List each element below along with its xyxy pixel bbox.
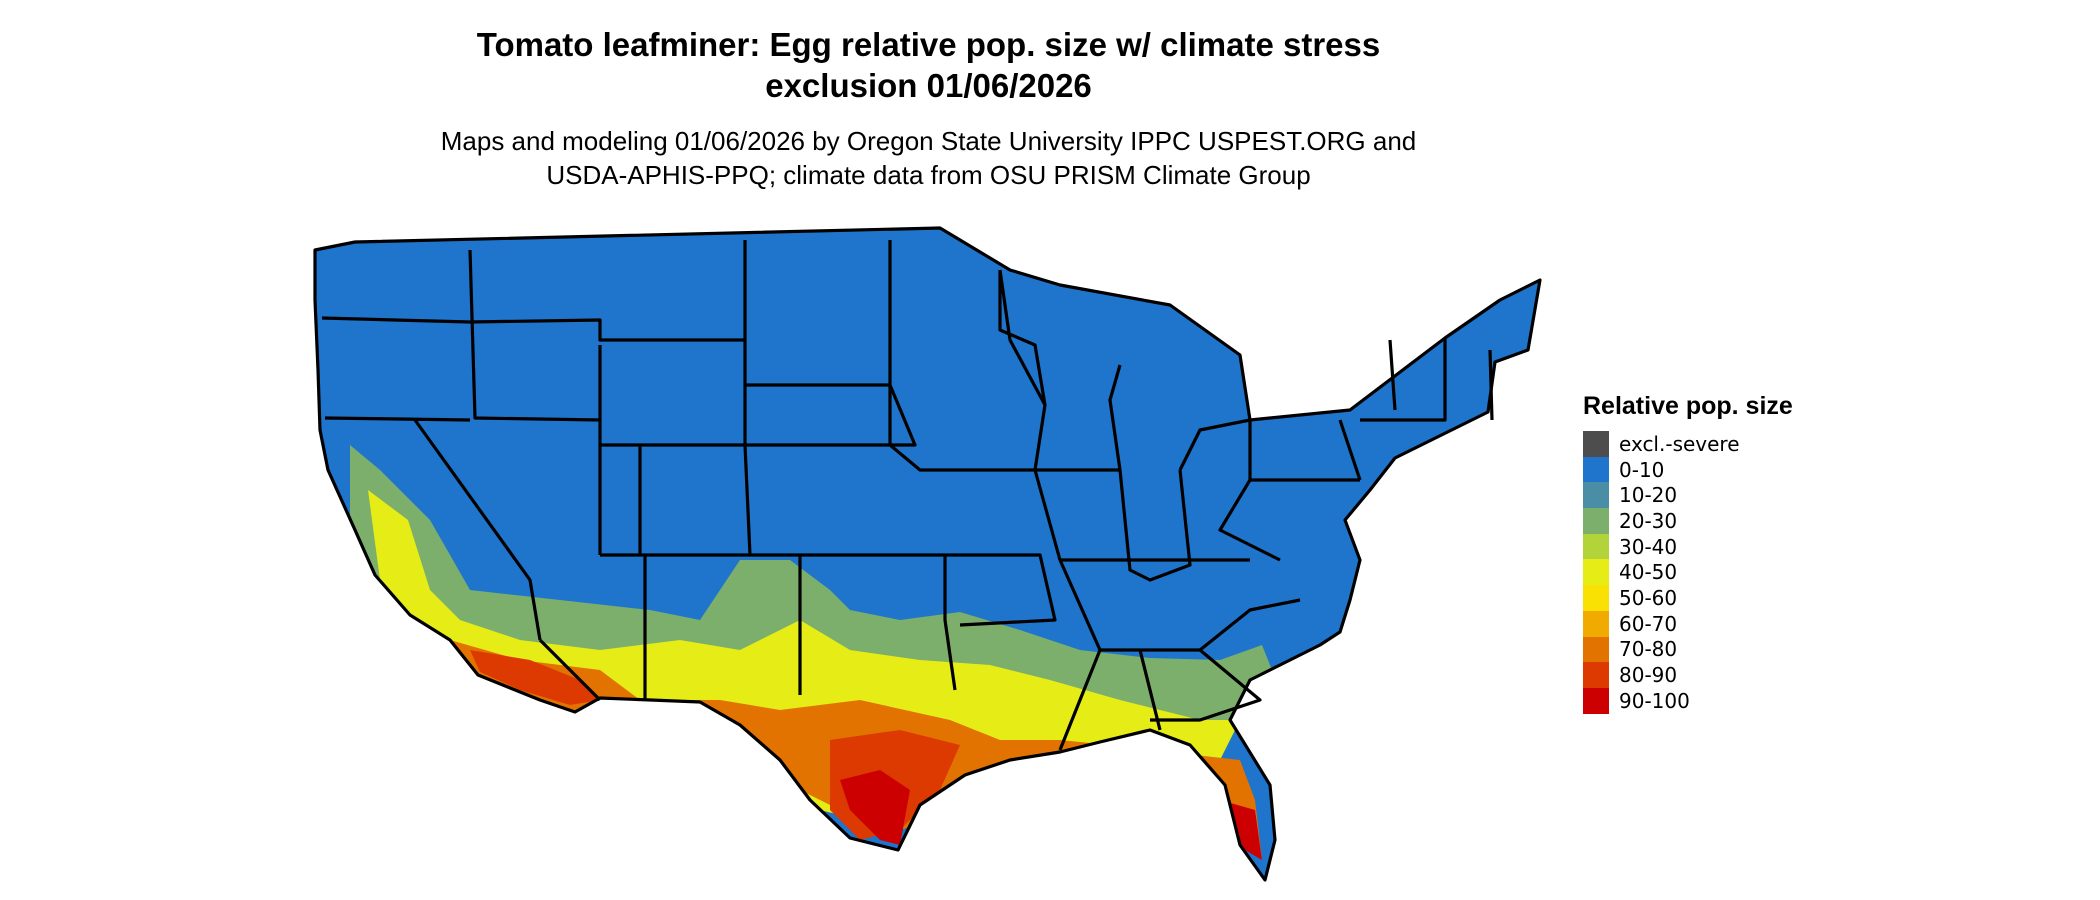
state-boundaries (313, 226, 1542, 882)
map-title: Tomato leafminer: Egg relative pop. size… (0, 24, 1857, 106)
us-map (313, 226, 1542, 882)
legend: Relative pop. size excl.-severe 0-10 10-20… (1583, 392, 1793, 714)
legend-swatch (1583, 585, 1609, 611)
legend-item: 10-20 (1583, 482, 1793, 509)
legend-swatch (1583, 559, 1609, 586)
legend-item: 50-60 (1583, 585, 1793, 611)
subtitle-line-2: USDA-APHIS-PPQ; climate data from OSU PR… (546, 160, 1311, 190)
legend-item: 60-70 (1583, 610, 1793, 637)
legend-item: 20-30 (1583, 508, 1793, 534)
legend-swatch (1583, 482, 1609, 509)
legend-label: 10-20 (1619, 483, 1678, 508)
legend-swatch (1583, 662, 1609, 688)
legend-item: 90-100 (1583, 687, 1793, 714)
legend-label: 80-90 (1619, 663, 1678, 688)
legend-label: 50-60 (1619, 585, 1678, 610)
legend-item: excl.-severe (1583, 431, 1793, 457)
legend-swatch (1583, 508, 1609, 534)
legend-label: 70-80 (1619, 637, 1678, 662)
legend-items: excl.-severe 0-10 10-20 20-30 30-40 40-50 50-6… (1583, 431, 1793, 714)
legend-swatch (1583, 456, 1609, 483)
legend-label: 30-40 (1619, 534, 1678, 559)
legend-label: excl.-severe (1619, 431, 1740, 456)
map-subtitle: Maps and modeling 01/06/2026 by Oregon S… (0, 124, 1857, 192)
legend-swatch (1583, 636, 1609, 663)
legend-item: 70-80 (1583, 636, 1793, 663)
title-line-1: Tomato leafminer: Egg relative pop. size… (476, 26, 1381, 63)
legend-swatch (1583, 687, 1609, 714)
title-line-2: exclusion 01/06/2026 (765, 67, 1092, 104)
subtitle-line-1: Maps and modeling 01/06/2026 by Oregon S… (440, 126, 1417, 156)
legend-item: 80-90 (1583, 662, 1793, 688)
legend-item: 30-40 (1583, 533, 1793, 560)
legend-label: 90-100 (1619, 688, 1690, 713)
legend-label: 20-30 (1619, 508, 1678, 533)
legend-title: Relative pop. size (1583, 392, 1793, 420)
legend-swatch (1583, 431, 1609, 457)
legend-label: 40-50 (1619, 560, 1678, 585)
legend-label: 0-10 (1619, 457, 1665, 482)
legend-item: 0-10 (1583, 456, 1793, 483)
legend-item: 40-50 (1583, 559, 1793, 586)
legend-swatch (1583, 533, 1609, 560)
legend-swatch (1583, 610, 1609, 637)
legend-label: 60-70 (1619, 611, 1678, 636)
